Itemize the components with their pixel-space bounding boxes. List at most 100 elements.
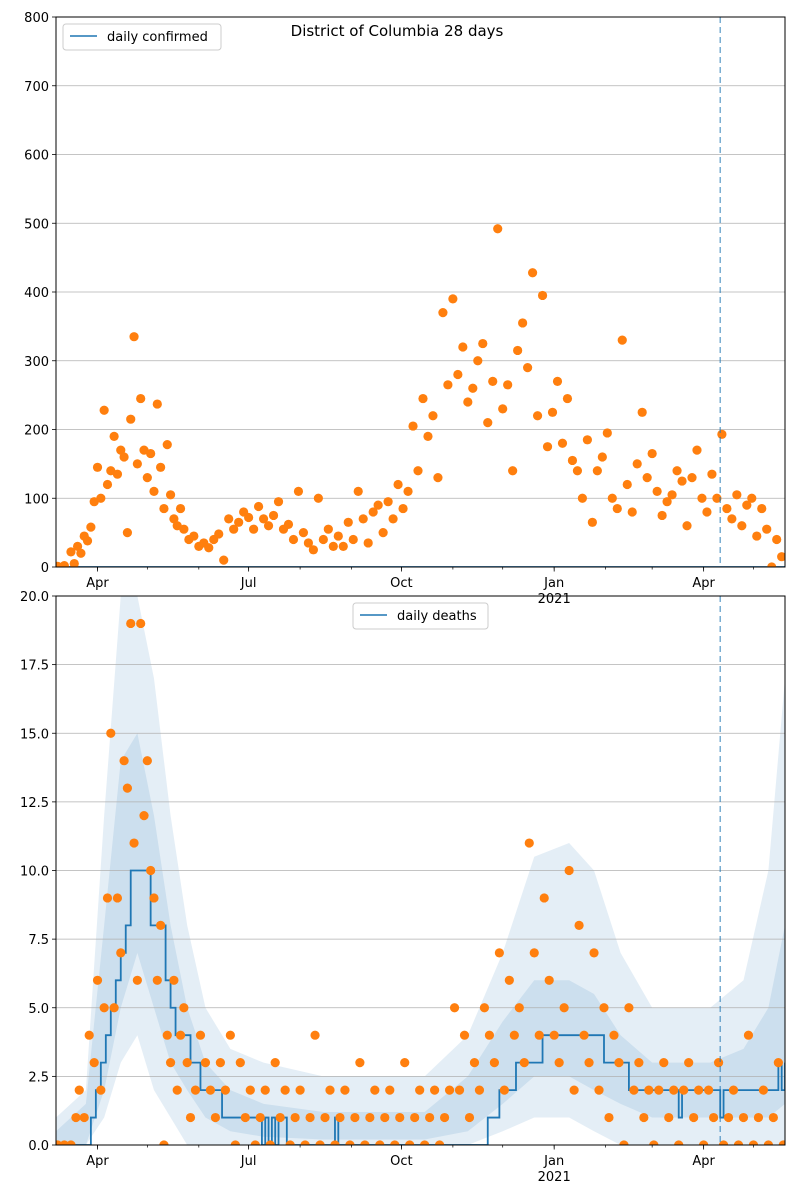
data-point (308, 545, 318, 555)
data-point (562, 393, 573, 404)
deaths-axes: 0.0 2.5 5.0 7.5 10.0 12.5 15.0 17.5 20.0 Apr Jul Oc… (20, 590, 786, 1185)
data-point (753, 1112, 764, 1123)
data-point (82, 536, 93, 546)
data-point (139, 811, 149, 821)
data-point (375, 1140, 385, 1145)
data-point (245, 1085, 255, 1095)
data-point (385, 1085, 395, 1095)
data-point (713, 1058, 724, 1068)
data-point (92, 975, 103, 985)
data-point (283, 519, 294, 529)
data-point (400, 1058, 410, 1068)
data-point (420, 1140, 430, 1145)
data-point (129, 838, 139, 848)
data-point (363, 538, 373, 548)
data-point (225, 1030, 235, 1040)
data-point (410, 1112, 420, 1123)
data-point (106, 728, 116, 738)
data-point (149, 486, 159, 496)
data-point (229, 524, 239, 534)
axes-frame (55, 16, 786, 568)
data-point (378, 528, 388, 538)
data-point (607, 493, 617, 503)
data-point (527, 268, 538, 278)
data-point (99, 1003, 109, 1013)
data-point (162, 1030, 172, 1040)
data-point (185, 1112, 196, 1123)
data-point (388, 514, 398, 524)
x-tick-label: Oct (390, 576, 412, 591)
data-point (728, 1085, 739, 1095)
data-point (152, 975, 162, 985)
data-point (116, 445, 126, 455)
data-point (190, 1085, 201, 1095)
data-point (649, 1140, 659, 1145)
data-point (370, 1085, 380, 1095)
data-point (742, 500, 752, 510)
data-point (258, 514, 269, 524)
data-point (86, 522, 96, 532)
data-point (569, 1085, 579, 1095)
chart-title: District of Columbia 28 days (291, 22, 504, 40)
data-point (235, 1058, 245, 1068)
data-point (723, 1112, 734, 1123)
data-point (692, 445, 702, 455)
legend-label-confirmed: daily confirmed (107, 30, 208, 45)
data-point (504, 975, 514, 985)
data-point (318, 534, 328, 545)
data-point (574, 920, 584, 931)
data-point (474, 1085, 485, 1095)
data-point (508, 466, 518, 476)
data-point (136, 393, 146, 404)
data-point (689, 1112, 699, 1123)
data-point (142, 473, 152, 483)
data-point (519, 1058, 529, 1068)
data-point (738, 1112, 749, 1123)
data-point (165, 490, 176, 500)
x-tick-sublabel: 2021 (538, 592, 571, 607)
data-point (288, 534, 299, 545)
confirmed-panel: 0 100 200 300 400 500 600 700 800 Apr Jul Oct Jan202… (24, 11, 786, 607)
data-point (637, 407, 647, 417)
data-point (589, 948, 599, 958)
data-point (156, 462, 166, 472)
data-point (365, 1112, 375, 1123)
data-point (642, 473, 652, 483)
data-point (165, 1058, 176, 1068)
data-point (182, 1058, 192, 1068)
data-point (79, 1112, 89, 1123)
data-point (629, 1085, 639, 1095)
data-point (152, 399, 162, 409)
data-point (572, 466, 583, 476)
data-point (537, 290, 548, 301)
data-point (672, 466, 682, 476)
data-point (718, 1140, 729, 1145)
data-point (438, 308, 448, 318)
data-point (662, 497, 672, 507)
deaths-points (56, 618, 785, 1145)
data-point (443, 380, 453, 390)
data-point (747, 493, 757, 503)
data-point (353, 486, 363, 496)
data-point (652, 486, 662, 496)
data-point (464, 1112, 475, 1123)
data-point (632, 459, 642, 469)
data-point (594, 1085, 604, 1095)
data-point (679, 1085, 689, 1095)
data-point (273, 497, 284, 507)
data-point (320, 1112, 330, 1123)
data-point (473, 356, 483, 366)
data-point (722, 503, 732, 514)
data-point (423, 431, 433, 441)
data-point (619, 1140, 629, 1145)
data-point (587, 517, 597, 527)
data-point (602, 428, 612, 438)
y-tick-label: 600 (24, 149, 49, 164)
data-point (534, 1030, 544, 1040)
data-point (488, 376, 498, 386)
y-tick-label: 700 (24, 80, 49, 95)
data-point (265, 1140, 275, 1145)
data-point (338, 541, 348, 551)
data-point (682, 521, 692, 531)
